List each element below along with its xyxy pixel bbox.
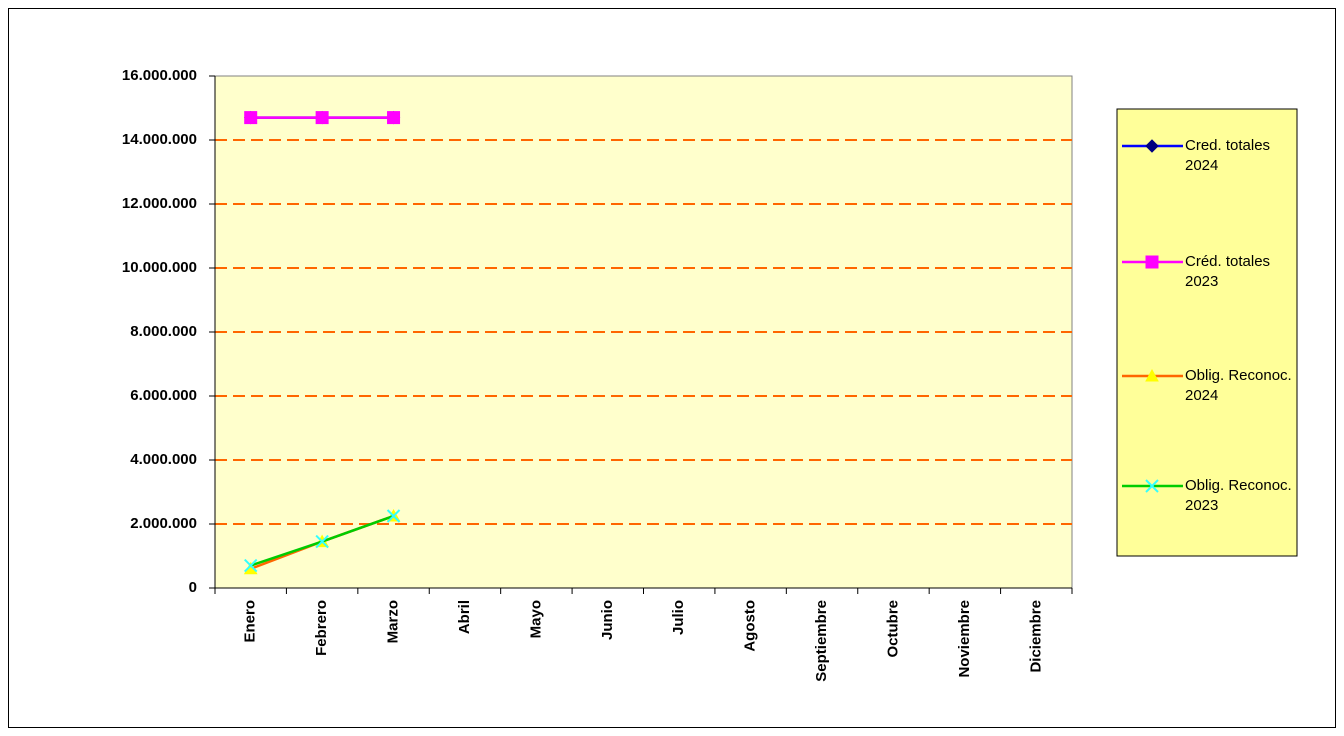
marker (315, 534, 329, 549)
x-tick-label: Enero (242, 600, 259, 643)
marker (1145, 255, 1159, 269)
x-tick-label: Septiembre (813, 600, 830, 682)
y-tick-label: 12.000.000 (122, 195, 197, 212)
x-tick-label: Noviembre (956, 600, 973, 678)
x-tick-label: Octubre (884, 600, 901, 658)
x-tick-label: Febrero (313, 600, 330, 656)
y-tick-label: 14.000.000 (122, 131, 197, 148)
x-tick-label: Marzo (385, 600, 402, 643)
legend-label: Créd. totales 2023 (1185, 253, 1271, 290)
marker (386, 509, 401, 523)
marker (244, 111, 258, 125)
plot-area (214, 75, 1073, 589)
legend-label: Oblig. Reconoc. 2023 (1185, 477, 1292, 514)
x-tick-label: Diciembre (1027, 600, 1044, 673)
y-tick-label: 0 (189, 579, 197, 596)
marker (1145, 368, 1159, 382)
marker (1145, 139, 1159, 153)
y-tick-label: 2.000.000 (130, 515, 197, 532)
y-tick-label: 8.000.000 (130, 323, 197, 340)
marker (387, 111, 401, 125)
x-tick-label: Abril (456, 600, 473, 634)
y-tick-label: 6.000.000 (130, 387, 197, 404)
legend-label: Oblig. Reconoc. 2024 (1185, 367, 1292, 404)
x-tick-label: Mayo (527, 600, 544, 638)
x-tick-label: Julio (670, 600, 687, 635)
y-tick-label: 10.000.000 (122, 259, 197, 276)
x-tick-label: Agosto (742, 600, 759, 652)
marker (315, 111, 329, 125)
marker (1145, 479, 1159, 493)
legend-label: Cred. totales 2024 (1185, 137, 1271, 174)
x-tick-label: Junio (599, 600, 616, 640)
y-tick-label: 4.000.000 (130, 451, 197, 468)
y-tick-label: 16.000.000 (122, 67, 197, 84)
marker (244, 558, 258, 573)
